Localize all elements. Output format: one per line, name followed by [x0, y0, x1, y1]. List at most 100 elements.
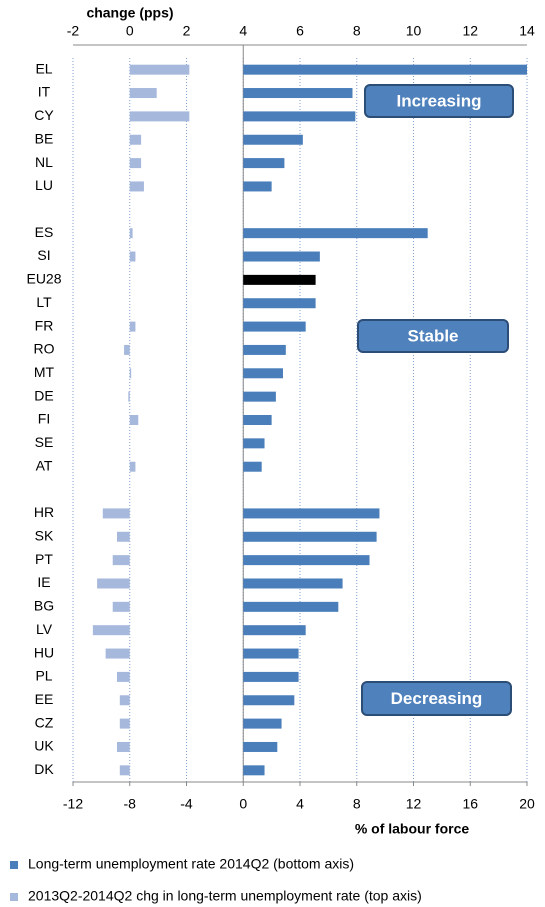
category-label: SK — [35, 527, 54, 543]
category-label: EU28 — [26, 271, 61, 287]
top-tick-label: 14 — [519, 23, 535, 39]
category-label: IE — [37, 574, 50, 590]
bar — [243, 625, 306, 636]
bottom-tick-label: -4 — [180, 796, 193, 812]
bar — [129, 134, 142, 145]
bar — [105, 648, 130, 659]
category-label: FR — [35, 317, 54, 333]
legend-swatch — [10, 861, 18, 869]
bar — [119, 765, 130, 776]
bar — [243, 741, 278, 752]
category-label: EL — [35, 60, 52, 76]
bottom-tick-label: 12 — [406, 796, 422, 812]
category-label: BE — [35, 130, 54, 146]
legend-label: Long-term unemployment rate 2014Q2 (bott… — [28, 856, 354, 872]
bar — [243, 508, 380, 519]
top-tick-label: -2 — [67, 23, 80, 39]
category-label: DK — [34, 761, 54, 777]
category-label: SE — [35, 434, 54, 450]
bottom-axis-title: % of labour force — [355, 821, 470, 837]
annotation-text: Increasing — [396, 91, 481, 110]
category-label: AT — [36, 457, 53, 473]
bar — [129, 64, 190, 75]
top-axis-title: change (pps) — [86, 5, 173, 21]
category-label: BG — [34, 598, 54, 614]
bar — [243, 228, 428, 239]
bar — [116, 531, 130, 542]
top-tick-label: 2 — [183, 23, 191, 39]
bottom-tick-label: 16 — [462, 796, 478, 812]
bar — [119, 718, 130, 729]
category-label: PT — [35, 551, 53, 567]
bar — [129, 415, 139, 425]
bar — [129, 88, 157, 99]
bar — [243, 415, 272, 425]
annotation: Stable — [357, 319, 509, 353]
bottom-tick-label: 8 — [353, 796, 361, 812]
annotation-box — [361, 681, 512, 716]
bar — [243, 274, 316, 285]
bar — [243, 671, 299, 682]
bar — [128, 391, 130, 402]
bar — [243, 64, 527, 75]
annotation: Increasing — [364, 84, 514, 118]
bar — [92, 625, 130, 636]
bar — [129, 461, 136, 472]
annotation-text: Stable — [407, 326, 458, 345]
bar — [243, 158, 285, 169]
bar — [243, 251, 320, 262]
category-label: FI — [38, 411, 50, 427]
bar — [112, 601, 130, 612]
category-label: EE — [35, 691, 54, 707]
bar — [243, 181, 272, 192]
category-label: PL — [35, 668, 52, 684]
bottom-tick-label: 4 — [296, 796, 304, 812]
bar — [243, 555, 370, 566]
bar — [243, 134, 303, 145]
bar — [243, 578, 343, 589]
category-label: IT — [38, 84, 51, 100]
top-tick-label: 8 — [353, 23, 361, 39]
bar — [243, 765, 265, 776]
annotation-box — [364, 84, 514, 118]
bar — [129, 321, 136, 332]
bar — [129, 368, 132, 379]
category-label: DE — [34, 387, 53, 403]
category-label: LU — [35, 177, 53, 193]
top-tick-label: 4 — [239, 23, 247, 39]
bar — [243, 648, 299, 659]
category-label: SI — [37, 247, 50, 263]
bar — [129, 228, 133, 239]
bottom-tick-label: -12 — [63, 796, 83, 812]
bar — [243, 461, 262, 472]
bar — [243, 111, 356, 122]
bar — [116, 741, 130, 752]
category-label: CY — [34, 107, 54, 123]
bar — [243, 88, 353, 99]
category-label: ES — [35, 224, 54, 240]
bar — [129, 158, 142, 169]
annotation: Decreasing — [361, 681, 512, 716]
category-label: HU — [34, 644, 54, 660]
top-tick-label: 10 — [406, 23, 422, 39]
legend-swatch — [10, 893, 18, 901]
top-tick-label: 0 — [126, 23, 134, 39]
category-label: LT — [36, 294, 52, 310]
bar — [243, 298, 316, 309]
annotation-text: Decreasing — [391, 689, 483, 708]
bottom-tick-label: 20 — [519, 796, 535, 812]
bar — [119, 695, 130, 706]
category-label: CZ — [35, 714, 54, 730]
bar — [129, 181, 144, 192]
bar — [129, 111, 190, 122]
bar — [102, 508, 130, 519]
bar — [243, 391, 276, 402]
bar — [243, 695, 295, 706]
category-label: UK — [34, 738, 54, 754]
category-label: RO — [34, 341, 55, 357]
top-tick-label: 12 — [462, 23, 478, 39]
bar — [243, 531, 377, 542]
annotation-box — [357, 319, 509, 353]
bar — [124, 344, 130, 355]
